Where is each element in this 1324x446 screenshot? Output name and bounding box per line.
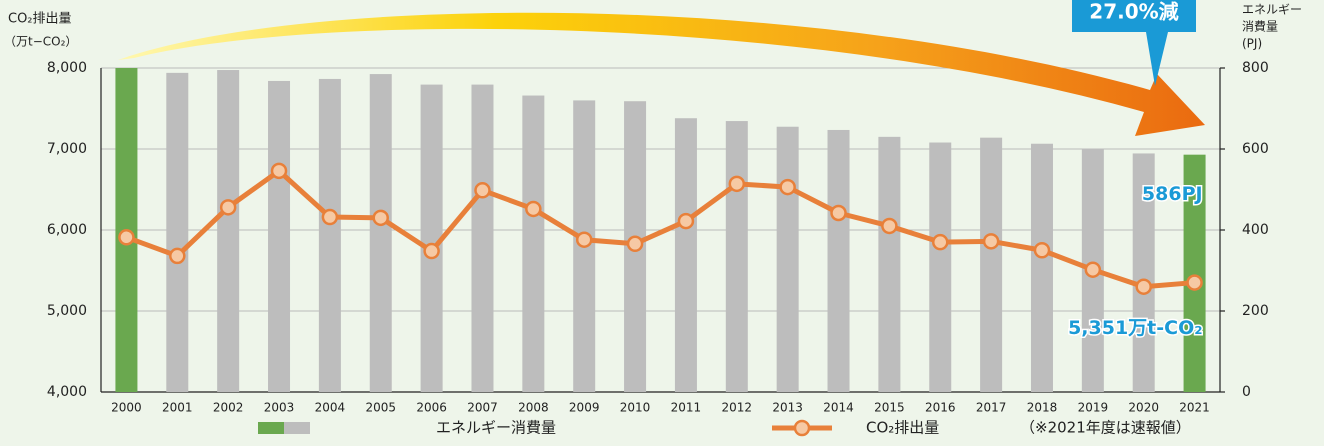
bar — [166, 72, 189, 393]
bar — [420, 84, 443, 392]
line — [125, 168, 1195, 290]
annotation: 27.0%減 — [1089, 0, 1178, 24]
legend-swatch — [258, 422, 284, 434]
bar — [1030, 143, 1053, 392]
line-point — [677, 212, 695, 230]
line-point — [525, 200, 542, 218]
x-tick-label: 2003 — [264, 401, 295, 415]
bar — [674, 118, 697, 392]
x-tick-label: 2002 — [213, 401, 244, 415]
y-axis-label: CO₂排出量 — [8, 12, 72, 27]
x-tick-label: 2004 — [315, 401, 346, 415]
x-tick-label: 2005 — [365, 401, 396, 415]
bar-label: 586PJ — [1142, 183, 1203, 205]
legend-swatch — [284, 422, 310, 434]
y2-axis-label: 消費量 — [1242, 19, 1278, 34]
bar — [776, 126, 799, 392]
y2-axis-label: (PJ) — [1242, 37, 1262, 51]
line-point — [474, 182, 491, 199]
x-tick-label: 2019 — [1078, 401, 1109, 415]
bar — [1183, 154, 1206, 392]
x-tick-label: 2007 — [467, 401, 498, 415]
x-tick-label: 2013 — [772, 401, 803, 415]
x-tick-label: 2008 — [518, 401, 549, 415]
line-point — [830, 204, 847, 222]
y-tick-label: 7,000 — [47, 141, 87, 157]
bar — [268, 80, 291, 393]
bar — [522, 95, 545, 392]
bar — [725, 121, 748, 393]
bar — [217, 70, 240, 393]
x-tick-label: 2000 — [111, 401, 142, 415]
line-point — [423, 242, 440, 260]
callout — [1072, 0, 1196, 86]
bar — [980, 137, 1003, 392]
line-point — [1135, 278, 1152, 295]
line-point — [626, 235, 644, 253]
y-tick-label: 5,000 — [47, 303, 87, 319]
bar — [369, 74, 392, 392]
y-tick-label: 8,000 — [47, 60, 87, 76]
line-point — [982, 233, 1000, 250]
y-axis-unit: （万t−CO₂） — [4, 35, 77, 49]
x-tick-label: 2015 — [874, 401, 905, 415]
x-tick-label: 2016 — [925, 401, 956, 415]
legend-swatch — [793, 419, 811, 437]
line-label: 5,351万t-CO₂ — [1068, 317, 1203, 339]
bar — [878, 136, 901, 392]
x-tick-label: 2018 — [1027, 401, 1058, 415]
bar — [827, 129, 850, 392]
line-point — [575, 231, 593, 248]
line-point — [270, 162, 288, 180]
legend-label: CO₂排出量 — [866, 419, 939, 437]
x-tick-label: 2012 — [722, 401, 753, 415]
y2-tick-label: 200 — [1242, 303, 1269, 319]
line-point — [1033, 242, 1051, 259]
line-point — [321, 208, 339, 226]
y-tick-label: 4,000 — [47, 384, 87, 400]
x-tick-label: 2020 — [1128, 401, 1159, 415]
y2-tick-label: 800 — [1242, 60, 1269, 76]
y2-axis-label: エネルギー — [1242, 3, 1302, 17]
x-tick-label: 2011 — [671, 401, 702, 415]
bar — [929, 142, 952, 392]
line-point — [881, 217, 898, 235]
x-tick-label: 2017 — [976, 401, 1007, 415]
line-point — [1084, 261, 1102, 278]
bar — [318, 78, 341, 392]
line-point — [779, 178, 796, 196]
y2-tick-label: 600 — [1242, 141, 1269, 157]
x-tick-label: 2006 — [416, 401, 447, 415]
x-tick-label: 2021 — [1179, 401, 1210, 415]
line-point — [219, 199, 237, 216]
x-tick-label: 2014 — [823, 401, 854, 415]
line-point — [118, 229, 135, 246]
bar — [471, 84, 494, 392]
x-tick-label: 2001 — [162, 401, 193, 415]
y2-tick-label: 0 — [1242, 384, 1251, 400]
trend-arrow — [118, 12, 1205, 136]
line-point — [372, 209, 389, 227]
line-point — [932, 233, 949, 251]
y-tick-label: 6,000 — [47, 222, 87, 238]
line-point — [728, 175, 746, 193]
x-tick-label: 2009 — [569, 401, 600, 415]
line-point — [1186, 274, 1203, 291]
x-tick-label: 2010 — [620, 401, 651, 415]
note: （※2021年度は速報値） — [1020, 419, 1191, 437]
y2-tick-label: 400 — [1242, 222, 1269, 238]
legend-label: エネルギー消費量 — [436, 419, 556, 437]
bar — [1132, 153, 1155, 392]
line-point — [169, 247, 186, 265]
